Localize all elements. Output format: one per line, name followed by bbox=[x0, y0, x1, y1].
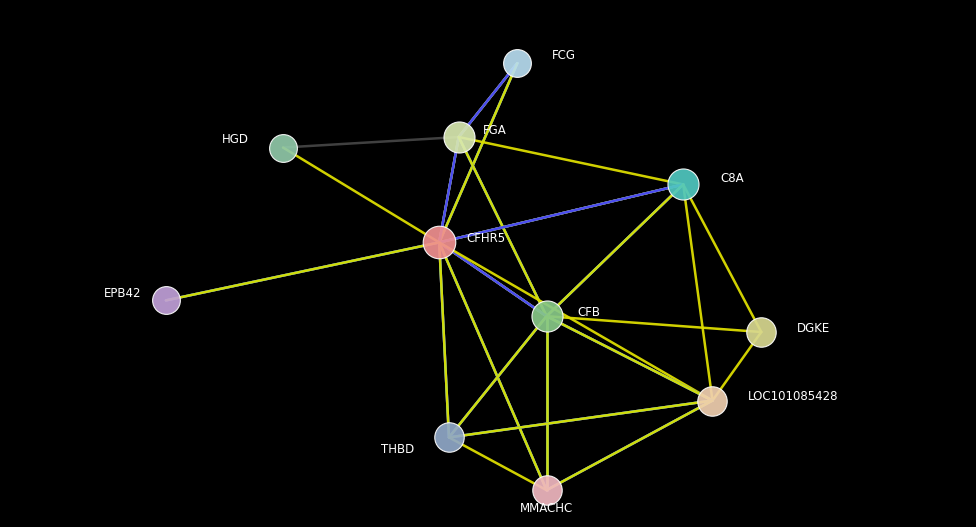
Point bbox=[675, 180, 691, 189]
Point bbox=[441, 433, 457, 442]
Text: DGKE: DGKE bbox=[796, 322, 830, 335]
Text: EPB42: EPB42 bbox=[104, 287, 142, 300]
Point bbox=[451, 133, 467, 141]
Text: FCG: FCG bbox=[551, 49, 576, 62]
Point bbox=[158, 296, 174, 305]
Point bbox=[509, 59, 525, 67]
Text: LOC101085428: LOC101085428 bbox=[748, 391, 838, 403]
Text: THBD: THBD bbox=[381, 443, 414, 456]
Point bbox=[753, 328, 769, 336]
Point bbox=[705, 396, 720, 405]
Text: C8A: C8A bbox=[720, 172, 744, 184]
Point bbox=[431, 238, 447, 247]
Text: HGD: HGD bbox=[222, 133, 249, 146]
Point bbox=[275, 143, 291, 152]
Point bbox=[539, 486, 554, 494]
Point bbox=[539, 312, 554, 320]
Text: FGA: FGA bbox=[483, 124, 507, 137]
Text: CFB: CFB bbox=[578, 306, 601, 319]
Text: CFHR5: CFHR5 bbox=[467, 232, 506, 245]
Text: MMACHC: MMACHC bbox=[520, 502, 573, 515]
